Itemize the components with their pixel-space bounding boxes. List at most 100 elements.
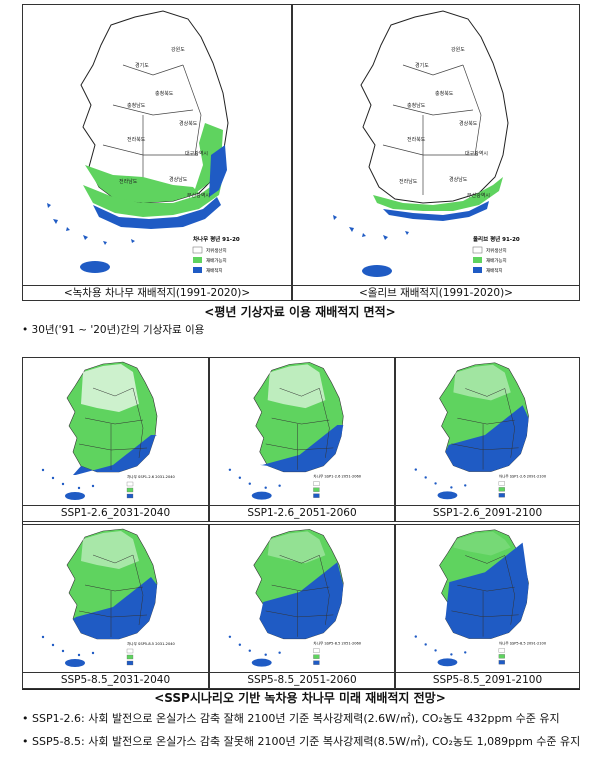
tea-baseline-caption: <녹차용 차나무 재배적지(1991-2020)> xyxy=(22,285,292,301)
ssp-scenario-map: 차나무 SSP5-8.5 2091-2100 xyxy=(414,529,547,667)
legend-title: 차나무 평년 91-20 xyxy=(193,235,240,243)
map-legend: 차나무 평년 91-20 저위생산지 재배가능지 재배적지 xyxy=(192,235,240,274)
legend-title: 차나무 SSP1-2.6 2091-2100 xyxy=(499,473,547,478)
ssp-map-caption: SSP1-2.6_2051-2060 xyxy=(209,505,395,522)
legend-label: 재배가능지 xyxy=(486,257,507,264)
ssp-map-panel: 차나무 SSP5-8.5 2091-2100 xyxy=(395,524,580,673)
korea-peninsula-map xyxy=(414,362,529,500)
legend-label: 재배적지 xyxy=(206,267,223,274)
legend-swatch xyxy=(313,660,320,665)
legend-swatch xyxy=(498,648,505,653)
ssp-scenario-map: 차나무 SSP1-2.6 2051-2060 xyxy=(228,362,362,500)
ssp-scenario-map: 차나무 SSP5-8.5 2031-2040 xyxy=(41,528,176,667)
region-label: 부산광역시 xyxy=(467,192,490,199)
region-label: 경기도 xyxy=(135,62,149,69)
tea-baseline-map-panel: 강원도 경기도 충청북도 충청남도 경상북도 전라북도 전라남도 경상남도 대구… xyxy=(22,4,292,286)
ssp-map-panel: 차나무 SSP5-8.5 2051-2060 xyxy=(209,524,395,673)
legend-label: 재배적지 xyxy=(486,267,503,274)
region-label: 경상남도 xyxy=(169,176,188,183)
legend-swatch xyxy=(126,493,134,499)
region-label: 경상북도 xyxy=(179,120,198,127)
legend-swatch xyxy=(126,654,134,660)
olive-baseline-map-panel: 강원도 경기도 충청북도 충청남도 경상북도 전라북도 전라남도 경상남도 대구… xyxy=(292,4,580,286)
ssp-scenario-map: 차나무 SSP5-8.5 2051-2060 xyxy=(228,529,362,667)
legend-label: 저위생산지 xyxy=(206,247,227,254)
jeju-island xyxy=(65,492,85,500)
legend-label: 저위생산지 xyxy=(486,247,507,254)
region-label: 전라북도 xyxy=(407,136,426,143)
ssp-scenario-map: 차나무 SSP1-2.6 2031-2040 xyxy=(41,361,176,500)
top-section-title: <평년 기상자료 이용 재배적지 면적> xyxy=(204,305,396,319)
ssp-map-panel: 차나무 SSP1-2.6 2031-2040 xyxy=(22,357,209,506)
region-label: 부산광역시 xyxy=(187,192,210,199)
region-label: 충청북도 xyxy=(435,90,454,97)
korea-peninsula-map xyxy=(41,528,158,667)
legend-swatch xyxy=(498,660,505,665)
legend-title: 차나무 SSP1-2.6 2031-2040 xyxy=(127,474,176,479)
region-label: 경기도 xyxy=(415,62,429,69)
region-label: 충청남도 xyxy=(407,102,426,109)
korea-peninsula-map xyxy=(228,529,344,667)
legend-swatch xyxy=(498,493,505,498)
jeju-island xyxy=(251,491,272,500)
ssp-map-caption: SSP5-8.5_2031-2040 xyxy=(22,672,209,689)
legend-swatch xyxy=(313,481,320,486)
korea-peninsula-map xyxy=(228,362,344,500)
map-legend: 차나무 SSP1-2.6 2051-2060 xyxy=(313,474,362,498)
ssp126-description: • SSP1-2.6: 사회 발전으로 온실가스 감축 잘해 2100년 기준 … xyxy=(22,712,560,725)
legend-swatch xyxy=(126,487,134,493)
map-legend: 차나무 SSP1-2.6 2031-2040 xyxy=(126,474,176,499)
jeju-island xyxy=(362,265,392,277)
legend-label: 재배가능지 xyxy=(206,257,227,264)
jeju-island xyxy=(437,491,458,500)
ssp-map-panel: 차나무 SSP1-2.6 2091-2100 xyxy=(395,357,580,506)
region-label: 충청남도 xyxy=(127,102,146,109)
olive-baseline-map: 강원도 경기도 충청북도 충청남도 경상북도 전라북도 전라남도 경상남도 대구… xyxy=(333,10,520,277)
data-period-note: • 30년('91 ~ '20년)간의 기상자료 이용 xyxy=(22,324,205,336)
ssp-scenario-map: 차나무 SSP1-2.6 2091-2100 xyxy=(414,362,547,500)
legend-title: 올리브 평년 91-20 xyxy=(473,235,520,243)
legend-title: 차나무 SSP5-8.5 2051-2060 xyxy=(313,641,361,646)
map-legend: 차나무 SSP5-8.5 2051-2060 xyxy=(313,641,362,665)
region-labels: 강원도 경기도 충청북도 충청남도 경상북도 전라북도 전라남도 경상남도 대구… xyxy=(399,46,490,199)
map-legend: 차나무 SSP5-8.5 2091-2100 xyxy=(498,640,547,665)
ssp-map-caption: SSP1-2.6_2031-2040 xyxy=(22,505,209,522)
legend-swatch xyxy=(313,487,320,492)
legend-swatch xyxy=(313,493,320,498)
legend-swatch xyxy=(313,648,320,653)
region-label: 대구광역시 xyxy=(465,150,488,157)
jeju-island xyxy=(65,659,85,667)
region-label: 전라북도 xyxy=(127,136,146,143)
ssp-map-caption: SSP1-2.6_2091-2100 xyxy=(395,505,580,522)
ssp-map-panel: 차나무 SSP1-2.6 2051-2060 xyxy=(209,357,395,506)
korea-peninsula-map xyxy=(47,10,229,273)
region-label: 강원도 xyxy=(171,46,185,53)
legend-swatch xyxy=(498,481,505,486)
legend-title: 차나무 SSP5-8.5 2091-2100 xyxy=(499,640,547,645)
region-label: 경상남도 xyxy=(449,176,468,183)
region-label: 전라남도 xyxy=(119,178,138,185)
legend-swatch xyxy=(126,648,134,654)
olive-baseline-caption: <올리브 재배적지(1991-2020)> xyxy=(292,285,580,301)
region-label: 충청북도 xyxy=(155,90,174,97)
legend-swatch xyxy=(313,654,320,659)
tea-baseline-map: 강원도 경기도 충청북도 충청남도 경상북도 전라북도 전라남도 경상남도 대구… xyxy=(47,10,240,274)
ssp-map-caption: SSP5-8.5_2091-2100 xyxy=(395,672,580,689)
bottom-section-title: <SSP시나리오 기반 녹차용 차나무 미래 재배적지 전망> xyxy=(154,691,446,705)
ssp-map-panel: 차나무 SSP5-8.5 2031-2040 xyxy=(22,524,209,673)
legend-title: 차나무 SSP5-8.5 2031-2040 xyxy=(127,641,176,646)
legend-swatch xyxy=(498,487,505,492)
region-label: 전라남도 xyxy=(399,178,418,185)
region-label: 대구광역시 xyxy=(185,150,208,157)
jeju-island xyxy=(80,261,110,273)
ssp-map-caption: SSP5-8.5_2051-2060 xyxy=(209,672,395,689)
region-labels: 강원도 경기도 충청북도 충청남도 경상북도 전라북도 전라남도 경상남도 대구… xyxy=(119,46,210,199)
korea-peninsula-map xyxy=(41,361,158,500)
map-legend: 차나무 SSP5-8.5 2031-2040 xyxy=(126,641,176,666)
legend-swatch xyxy=(126,660,134,666)
region-label: 경상북도 xyxy=(459,120,478,127)
jeju-island xyxy=(251,658,272,667)
map-legend: 차나무 SSP1-2.6 2091-2100 xyxy=(498,473,547,498)
region-label: 강원도 xyxy=(451,46,465,53)
legend-swatch xyxy=(126,481,134,487)
